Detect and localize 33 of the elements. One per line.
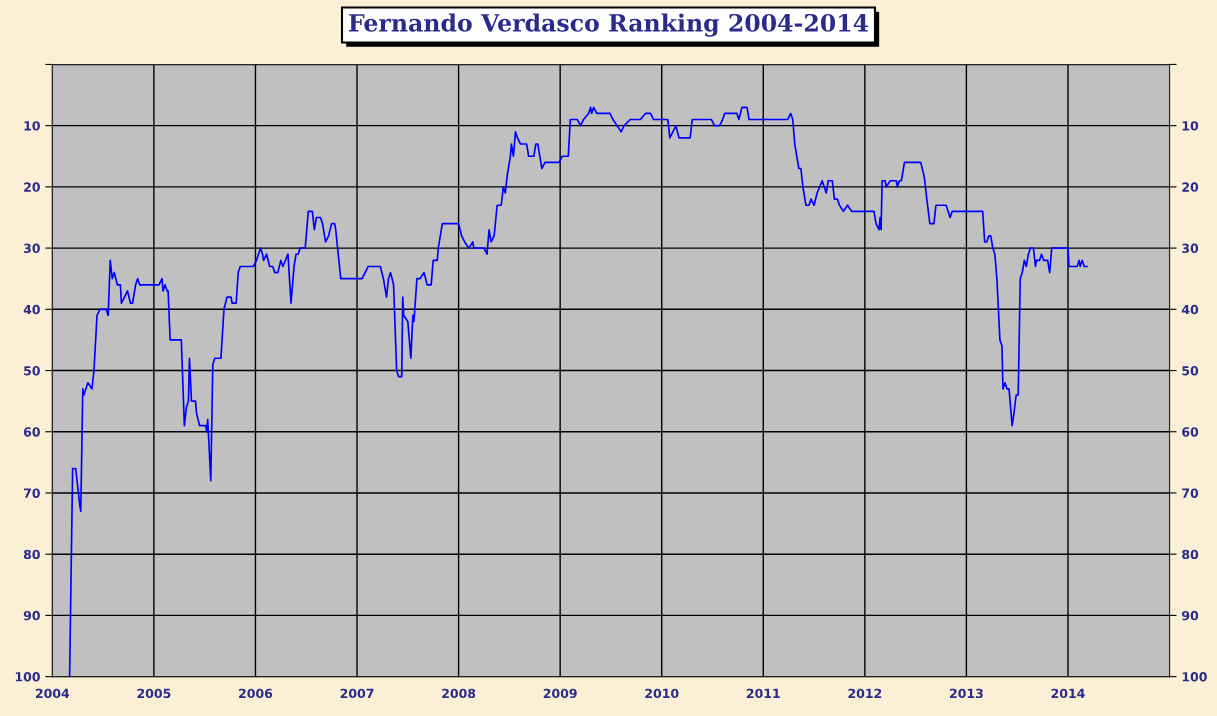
- x-tick-label: 2009: [543, 688, 577, 699]
- x-tick-label: 2005: [137, 688, 171, 699]
- x-tick-label: 2006: [239, 688, 273, 699]
- y2-tick-label: 20: [1182, 182, 1199, 192]
- x-tick-label: 2007: [340, 688, 374, 699]
- y2-tick-label: 10: [1182, 121, 1199, 131]
- chart-title: Fernando Verdasco Ranking 2004-2014: [349, 13, 869, 37]
- y-tick-label: 60: [23, 427, 40, 437]
- y-tick-label: 40: [23, 304, 40, 315]
- y-tick-label: 90: [23, 610, 40, 621]
- y-tick-label: 100: [15, 672, 40, 682]
- y2-tick-label: 30: [1182, 243, 1199, 254]
- y2-tick-label: 70: [1182, 488, 1199, 498]
- y2-tick-label: 50: [1182, 366, 1199, 376]
- x-tick-label: 2013: [950, 688, 983, 699]
- x-tick-label: 2011: [746, 688, 780, 699]
- y2-tick-label: 100: [1182, 672, 1207, 682]
- y-tick-label: 50: [24, 366, 40, 376]
- y2-tick-label: 80: [1182, 549, 1199, 560]
- y2-tick-label: 90: [1181, 610, 1199, 621]
- line-series: [68, 106, 1089, 677]
- y-tick-label: 70: [23, 488, 40, 498]
- y-tick-label: 20: [24, 182, 40, 192]
- y2-tick-label: 40: [1181, 304, 1199, 315]
- y-tick-label: 10: [24, 121, 40, 131]
- x-tick-label: 2014: [1051, 688, 1085, 699]
- x-tick-label: 2012: [848, 688, 882, 699]
- y-tick-label: 80: [23, 549, 40, 560]
- x-tick-label: 2008: [442, 688, 476, 699]
- x-tick-label: 2004: [35, 688, 70, 699]
- y2-tick-label: 60: [1182, 427, 1199, 437]
- x-tick-label: 2010: [645, 688, 679, 699]
- y-tick-label: 30: [23, 243, 40, 254]
